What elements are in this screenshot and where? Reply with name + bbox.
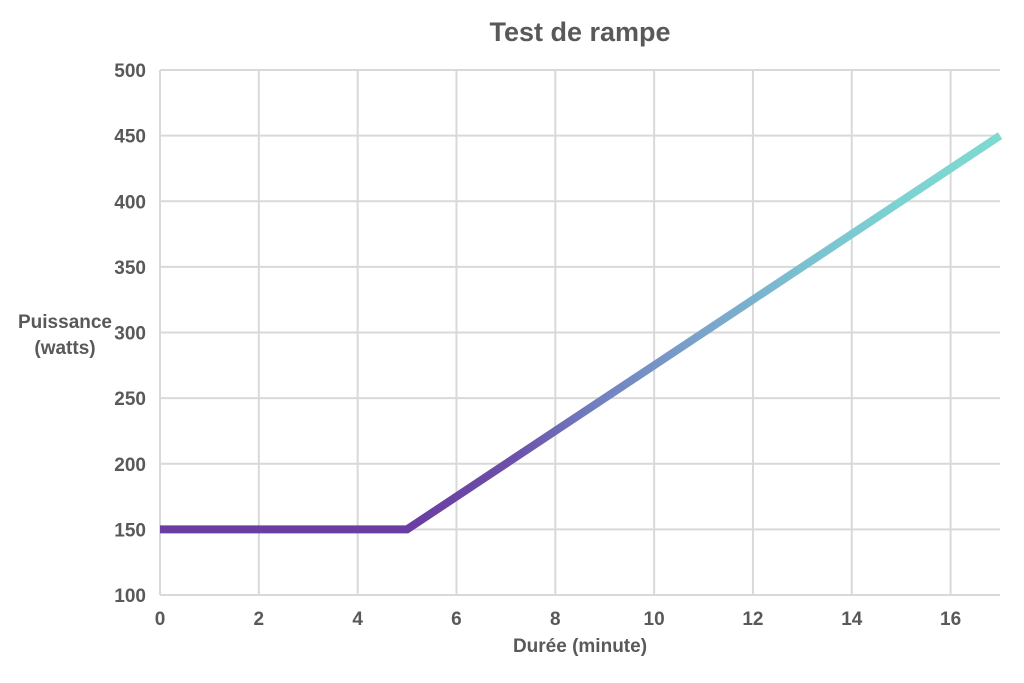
y-tick-label: 500 xyxy=(114,61,146,82)
x-axis-title: Durée (minute) xyxy=(512,636,648,657)
y-tick-label: 400 xyxy=(114,192,146,213)
y-axis-title: Puissance (watts) xyxy=(5,310,125,362)
x-tick-label: 10 xyxy=(644,609,665,630)
x-tick-label: 0 xyxy=(155,609,166,630)
y-tick-label: 200 xyxy=(114,455,146,476)
y-axis-title-line2: (watts) xyxy=(34,338,96,359)
x-tick-label: 16 xyxy=(940,609,961,630)
y-tick-label: 100 xyxy=(114,586,146,607)
x-tick-label: 12 xyxy=(742,609,763,630)
y-tick-label: 350 xyxy=(114,258,146,279)
y-tick-label: 250 xyxy=(114,389,146,410)
ramp-series-line xyxy=(160,132,1003,534)
y-tick-label: 300 xyxy=(114,324,146,345)
y-tick-label: 150 xyxy=(114,520,146,541)
x-tick-label: 8 xyxy=(550,609,561,630)
x-tick-label: 14 xyxy=(841,609,863,630)
y-axis-title-line1: Puissance xyxy=(18,312,112,333)
y-tick-label: 450 xyxy=(114,127,146,148)
x-tick-label: 4 xyxy=(352,609,363,630)
x-tick-label: 6 xyxy=(451,609,462,630)
chart-title: Test de rampe xyxy=(489,17,671,47)
x-tick-label: 2 xyxy=(254,609,265,630)
